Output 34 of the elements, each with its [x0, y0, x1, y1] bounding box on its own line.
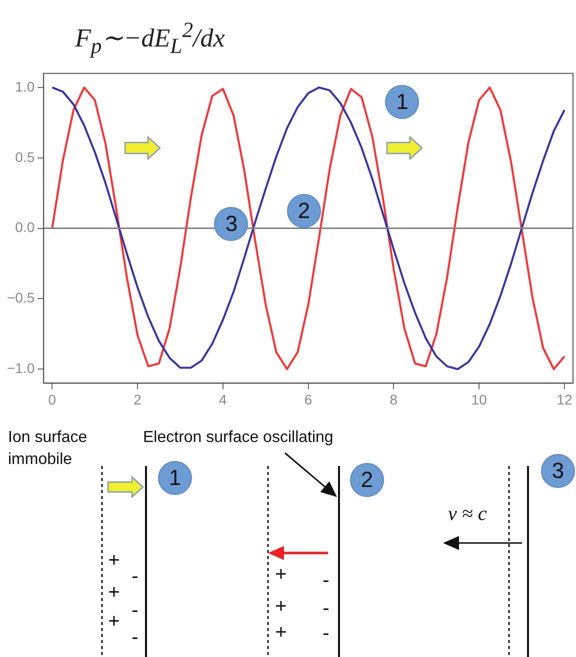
text: + — [275, 622, 287, 644]
circle-badge: 2 — [350, 463, 384, 497]
y-tick-label: −0.5 — [6, 290, 35, 306]
x-tick-label: 0 — [48, 391, 56, 408]
chart-title: F$_{p}$∼−dE$_{L}$$^{2}$/dx — [75, 18, 225, 59]
text: - — [322, 598, 330, 620]
circle-badge: 1 — [385, 84, 420, 119]
x-tick-label: 6 — [304, 391, 312, 408]
y-tick-label: 1.0 — [15, 78, 35, 94]
text: + — [108, 610, 120, 634]
text: - — [132, 600, 138, 622]
text: + — [275, 564, 287, 586]
x-tick-label: 4 — [219, 391, 228, 408]
text: + — [108, 550, 120, 572]
y-tick-label: −1.0 — [6, 360, 35, 376]
text: - — [322, 570, 330, 592]
text: + — [275, 596, 287, 618]
y-tick-label: 0.5 — [15, 148, 35, 165]
x-tick-label: 2 — [134, 391, 142, 408]
text: v ≈ c — [448, 503, 487, 525]
text: - — [132, 566, 138, 588]
text: - — [132, 626, 138, 650]
y-tick-label: 0.0 — [15, 219, 35, 236]
x-tick-label: 10 — [471, 391, 488, 408]
x-tick-label: 12 — [556, 391, 572, 408]
circle-badge: 3 — [541, 454, 575, 488]
circle-badge: 2 — [287, 194, 322, 228]
circle-badge: 1 — [158, 461, 192, 495]
text: Ion surface immobile — [8, 428, 88, 470]
x-tick-label: 8 — [390, 391, 398, 408]
text: Electron surface oscillating — [143, 428, 334, 448]
text: + — [108, 582, 120, 604]
text: - — [322, 622, 330, 646]
circle-badge: 3 — [214, 207, 248, 242]
